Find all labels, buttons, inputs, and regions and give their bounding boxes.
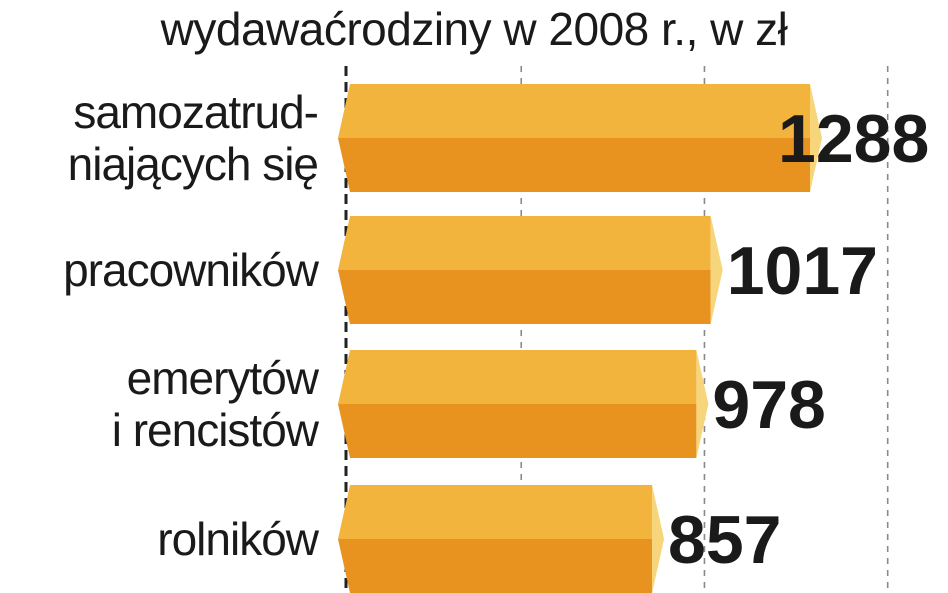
bar-shade — [338, 138, 810, 192]
bar — [338, 350, 697, 404]
bar — [338, 485, 653, 539]
bar-tip — [652, 485, 665, 593]
bar — [338, 216, 711, 270]
chart-title: wydawaćrodziny w 2008 r., w zł — [160, 3, 788, 55]
category-label-line: niających się — [67, 138, 319, 190]
bar-shade — [338, 270, 711, 324]
category-label-line: samozatrud- — [73, 86, 319, 138]
bar-tip — [810, 84, 822, 192]
category-label-line: emerytów — [126, 352, 319, 404]
value-label: 1288 — [778, 101, 929, 177]
category-label-line: i rencistów — [111, 404, 319, 456]
category-label: samozatrud-niających się — [0, 86, 319, 190]
bar-shade — [338, 539, 653, 593]
value-label: 978 — [712, 367, 825, 443]
category-label-line: pracowników — [63, 244, 319, 296]
bar-tip — [696, 350, 709, 458]
bar-tip — [710, 216, 723, 324]
category-label: emerytów i rencistów — [0, 352, 319, 456]
value-label: 1017 — [727, 233, 878, 309]
category-label: pracowników — [0, 244, 319, 296]
category-label-line: rolników — [157, 513, 319, 565]
bar — [338, 84, 810, 138]
category-label: rolników — [0, 513, 319, 565]
bar-shade — [338, 404, 697, 458]
value-label: 857 — [668, 502, 781, 578]
